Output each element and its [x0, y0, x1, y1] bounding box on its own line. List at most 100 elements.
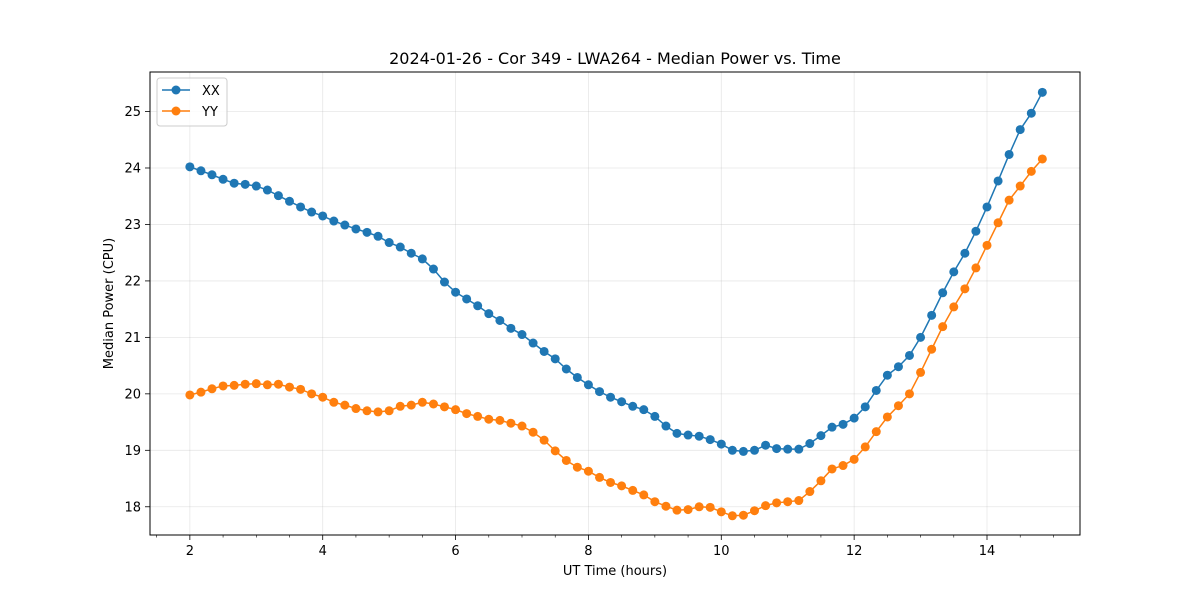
data-point-xx	[904, 350, 914, 360]
data-point-xx	[384, 238, 394, 248]
data-point-yy	[639, 490, 649, 500]
data-point-xx	[185, 162, 195, 172]
data-point-xx	[307, 207, 317, 217]
data-point-xx	[583, 380, 593, 390]
data-point-yy	[229, 380, 239, 390]
data-point-yy	[207, 384, 217, 394]
data-point-yy	[716, 507, 726, 517]
data-point-yy	[561, 455, 571, 465]
data-point-yy	[860, 442, 870, 452]
legend: XX YY	[156, 77, 228, 127]
data-point-xx	[229, 178, 239, 188]
data-point-xx	[273, 191, 283, 201]
data-point-xx	[262, 185, 272, 195]
data-point-xx	[1004, 149, 1014, 159]
data-point-xx	[451, 287, 461, 297]
data-point-xx	[318, 211, 328, 221]
data-point-yy	[439, 402, 449, 412]
data-point-yy	[417, 397, 427, 407]
data-point-yy	[1037, 154, 1047, 164]
data-point-xx	[196, 166, 206, 176]
data-point-yy	[882, 412, 892, 422]
data-point-yy	[794, 496, 804, 506]
y-tick-label: 23	[124, 218, 141, 233]
data-point-yy	[738, 510, 748, 520]
data-point-yy	[993, 218, 1003, 228]
data-point-yy	[705, 502, 715, 512]
y-tick-label: 25	[124, 105, 141, 120]
data-point-yy	[683, 505, 693, 515]
data-point-xx	[495, 315, 505, 325]
data-point-xx	[428, 264, 438, 274]
data-point-xx	[949, 267, 959, 277]
data-point-xx	[517, 330, 527, 340]
data-point-yy	[218, 381, 228, 391]
data-point-yy	[462, 409, 472, 419]
data-point-yy	[1015, 181, 1025, 191]
data-point-xx	[960, 248, 970, 258]
x-tick-label: 6	[451, 544, 459, 559]
data-point-xx	[716, 439, 726, 449]
data-point-yy	[916, 367, 926, 377]
data-point-xx	[462, 294, 472, 304]
data-point-yy	[528, 427, 538, 437]
data-point-yy	[783, 497, 793, 507]
legend-label-yy: YY	[201, 105, 218, 120]
data-point-yy	[827, 464, 837, 474]
data-point-xx	[927, 310, 937, 320]
data-point-xx	[351, 224, 361, 234]
data-point-xx	[705, 435, 715, 445]
data-point-xx	[794, 444, 804, 454]
data-point-xx	[805, 439, 815, 449]
data-point-xx	[417, 254, 427, 264]
y-tick-label: 20	[124, 387, 141, 402]
data-point-yy	[650, 497, 660, 507]
data-point-yy	[727, 511, 737, 521]
data-point-xx	[572, 372, 582, 382]
x-tick-label: 4	[319, 544, 327, 559]
data-point-xx	[816, 431, 826, 441]
data-point-yy	[816, 476, 826, 486]
data-point-yy	[340, 400, 350, 410]
data-point-yy	[550, 446, 560, 456]
data-point-yy	[285, 382, 294, 392]
data-point-yy	[484, 414, 494, 424]
data-point-yy	[750, 506, 759, 516]
data-point-xx	[329, 216, 339, 226]
data-point-yy	[240, 379, 250, 389]
y-tick-label: 24	[124, 161, 141, 176]
x-tick-label: 2	[186, 544, 194, 559]
data-point-yy	[949, 302, 959, 312]
data-point-xx	[672, 428, 682, 438]
legend-label-xx: XX	[202, 84, 220, 99]
x-tick-label: 12	[846, 544, 863, 559]
data-point-xx	[473, 301, 483, 311]
data-point-xx	[849, 413, 859, 423]
data-point-yy	[938, 322, 948, 332]
data-point-xx	[694, 431, 704, 441]
data-point-xx	[772, 444, 782, 454]
x-tick-label: 14	[979, 544, 996, 559]
data-point-yy	[296, 384, 306, 394]
data-point-xx	[661, 421, 671, 431]
data-point-xx	[628, 401, 638, 411]
data-point-xx	[783, 444, 793, 454]
data-point-yy	[428, 399, 438, 409]
data-point-yy	[904, 389, 914, 399]
data-point-xx	[606, 392, 616, 402]
data-point-yy	[362, 406, 372, 416]
data-point-yy	[761, 501, 771, 511]
data-point-xx	[650, 411, 660, 421]
legend-marker-xx	[171, 85, 181, 95]
data-point-yy	[539, 435, 549, 445]
data-point-xx	[838, 419, 848, 429]
x-axis-title: UT Time (hours)	[563, 564, 667, 579]
data-point-xx	[395, 242, 405, 252]
data-point-yy	[927, 344, 937, 354]
data-point-xx	[761, 440, 771, 450]
data-point-yy	[838, 461, 848, 471]
data-point-yy	[893, 401, 903, 411]
data-point-yy	[661, 501, 671, 511]
data-point-yy	[871, 427, 881, 437]
